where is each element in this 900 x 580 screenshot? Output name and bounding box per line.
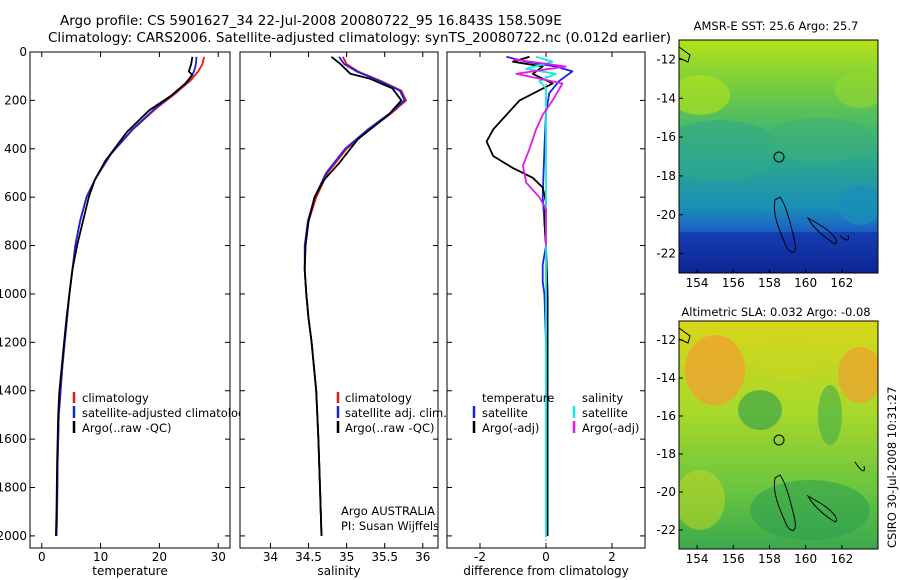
x-tick-label: 30 xyxy=(211,550,226,564)
map-y-tick-label: -16 xyxy=(656,409,676,423)
map-x-tick-label: 160 xyxy=(794,552,817,566)
map-x-tick-label: 156 xyxy=(722,552,745,566)
salinity-legend: climatology satellite adj. clim. Argo(..… xyxy=(336,391,447,435)
map-y-tick-label: -16 xyxy=(656,130,676,144)
map-x-tick-label: 160 xyxy=(794,276,817,290)
map-x-tick-label: 158 xyxy=(758,276,781,290)
legend-argo-raw-sal: Argo(..raw -QC) xyxy=(345,421,435,435)
y-tick-label: 800 xyxy=(4,239,27,253)
map-y-tick-label: -14 xyxy=(656,371,676,385)
side-timestamp: CSIRO 30-Jul-2008 10:31:27 xyxy=(885,387,899,548)
map-x-tick-label: 154 xyxy=(686,276,709,290)
map-x-tick-label: 156 xyxy=(722,276,745,290)
map-x-tick-label: 158 xyxy=(758,552,781,566)
sst-map-panel: AMSR-E SST: 25.6 Argo: 25.7 154 156 158 160… xyxy=(656,19,879,290)
y-tick-label: 1800 xyxy=(0,481,27,495)
sla-map-title: Altimetric SLA: 0.032 Argo: -0.08 xyxy=(681,305,870,319)
map-y-tick-label: -18 xyxy=(656,447,676,461)
map-x-tick-label: 154 xyxy=(686,552,709,566)
x-tick-label: 35 xyxy=(339,550,354,564)
series-line-argo-raw-qc- xyxy=(55,56,194,536)
y-tick-label: 1600 xyxy=(0,432,27,446)
salinity-panel: 34 34.5 35 35.5 36 climatology satellite adj… xyxy=(239,51,447,578)
sst-map-title: AMSR-E SST: 25.6 Argo: 25.7 xyxy=(694,19,859,33)
legend-climatology-sal: climatology xyxy=(345,391,412,405)
series-line-temperature-argo-adj- xyxy=(485,55,554,536)
temperature-panel: 0 10 20 30 0 200 400 600 800 1000 1200 1400 1600 1800… xyxy=(0,45,252,578)
series-line-salinity-argo-adj- xyxy=(512,58,567,246)
temperature-axes-frame xyxy=(29,51,231,549)
x-tick-label: 20 xyxy=(152,550,167,564)
difference-xlabel: difference from climatology xyxy=(463,564,629,578)
salinity-xlabel: salinity xyxy=(317,564,360,578)
figure-title-line2: Climatology: CARS2006. Satellite-adjuste… xyxy=(48,30,671,46)
legend-temp-argo-adj: Argo(-adj) xyxy=(482,421,539,435)
x-tick-label: 0 xyxy=(542,550,550,564)
figure-title-line1: Argo profile: CS 5901627_34 22-Jul-2008 … xyxy=(60,13,562,29)
y-tick-label: 600 xyxy=(4,190,27,204)
y-tick-label: 1400 xyxy=(0,384,27,398)
sla-map-frame xyxy=(678,320,879,550)
y-tick-label: 1000 xyxy=(0,287,27,301)
sst-argo-marker xyxy=(773,151,785,163)
x-tick-label: 36 xyxy=(415,550,430,564)
y-tick-label: 1200 xyxy=(0,335,27,349)
x-tick-label: -2 xyxy=(474,550,486,564)
sla-argo-marker xyxy=(773,434,785,446)
map-x-tick-label: 162 xyxy=(830,552,853,566)
legend-temperature-heading: temperature xyxy=(482,391,554,405)
temperature-xlabel: temperature xyxy=(92,564,167,578)
x-tick-label: 0 xyxy=(38,550,46,564)
map-y-tick-label: -12 xyxy=(656,52,676,66)
map-y-tick-label: -14 xyxy=(656,91,676,105)
pi-credit: PI: Susan Wijffels xyxy=(341,519,439,533)
y-tick-label: 200 xyxy=(4,93,27,107)
map-y-tick-label: -22 xyxy=(656,247,676,261)
salinity-axes-frame xyxy=(239,51,439,549)
map-x-tick-label: 162 xyxy=(830,276,853,290)
x-tick-label: 35.5 xyxy=(371,550,398,564)
x-tick-label: 10 xyxy=(93,550,108,564)
map-y-tick-label: -12 xyxy=(656,333,676,347)
series-line-salinity-satellite xyxy=(525,55,557,536)
map-y-tick-label: -18 xyxy=(656,169,676,183)
legend-salinity-heading: salinity xyxy=(582,391,623,405)
legend-satellite-adj-sal: satellite adj. clim. xyxy=(345,406,447,420)
legend-sal-satellite: satellite xyxy=(582,406,628,420)
y-tick-label: 0 xyxy=(19,45,27,59)
difference-panel: -2 0 2 temperature satellite Argo(-adj) sa… xyxy=(446,51,646,578)
legend-climatology: climatology xyxy=(82,391,149,405)
temperature-legend: climatology satellite-adjusted climatolo… xyxy=(72,391,252,435)
sla-map-panel: Altimetric SLA: 0.032 Argo: -0.08 154 156… xyxy=(656,305,879,566)
legend-satellite-adjusted: satellite-adjusted climatology xyxy=(82,406,252,420)
map-y-tick-label: -20 xyxy=(656,485,676,499)
legend-temp-satellite: satellite xyxy=(482,406,528,420)
argo-australia-credit: Argo AUSTRALIA xyxy=(341,504,435,518)
difference-legend: temperature satellite Argo(-adj) salinit… xyxy=(472,391,639,435)
x-tick-label: 2 xyxy=(608,550,616,564)
series-line-argo-raw-qc- xyxy=(303,56,403,536)
y-tick-label: 400 xyxy=(4,142,27,156)
legend-argo-raw: Argo(..raw -QC) xyxy=(82,421,172,435)
map-y-tick-label: -22 xyxy=(656,523,676,537)
x-tick-label: 34.5 xyxy=(295,550,322,564)
x-tick-label: 34 xyxy=(263,550,278,564)
y-tick-label: 2000 xyxy=(0,529,27,543)
map-y-tick-label: -20 xyxy=(656,208,676,222)
legend-sal-argo-adj: Argo(-adj) xyxy=(582,421,639,435)
sst-map-frame xyxy=(678,39,879,274)
